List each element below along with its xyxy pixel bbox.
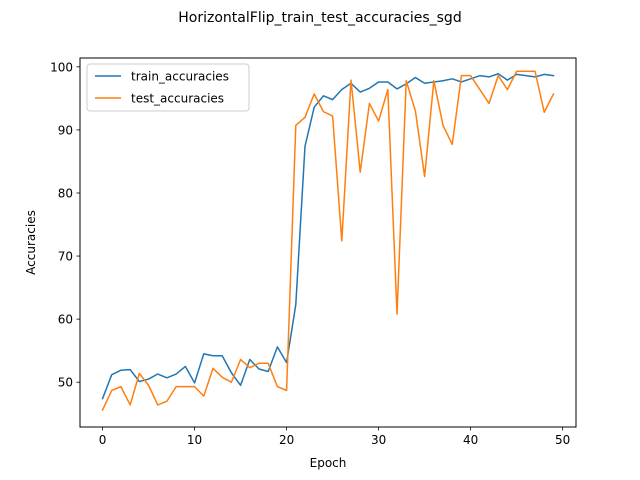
chart-title: HorizontalFlip_train_test_accuracies_sgd (178, 10, 461, 26)
legend: train_accuracies test_accuracies (86, 63, 250, 112)
plot-frame (79, 57, 577, 428)
x-tick-label: 0 (99, 433, 107, 447)
y-tick-label: 90 (58, 123, 73, 137)
series-line-test-accuracies (101, 70, 555, 411)
x-tick-label: 40 (463, 433, 478, 447)
y-axis: 50 60 70 80 90 100 (50, 60, 80, 390)
legend-box (86, 63, 250, 112)
y-tick-label: 80 (58, 186, 73, 200)
x-axis-label: Epoch (310, 456, 347, 470)
x-tick-label: 30 (371, 433, 386, 447)
y-axis-label: Accuracies (24, 210, 38, 275)
series-line-train-accuracies (101, 73, 555, 400)
plot-area (79, 57, 577, 428)
legend-label: train_accuracies (131, 70, 229, 84)
series-layer (101, 70, 555, 411)
y-tick-label: 100 (50, 60, 73, 74)
x-axis: 0 10 20 30 40 50 (99, 427, 570, 447)
x-tick-label: 10 (187, 433, 202, 447)
y-tick-label: 50 (58, 376, 73, 390)
x-tick-label: 50 (555, 433, 570, 447)
y-tick-label: 70 (58, 250, 73, 264)
y-tick-label: 60 (58, 313, 73, 327)
legend-label: test_accuracies (131, 92, 224, 106)
x-tick-label: 20 (279, 433, 294, 447)
